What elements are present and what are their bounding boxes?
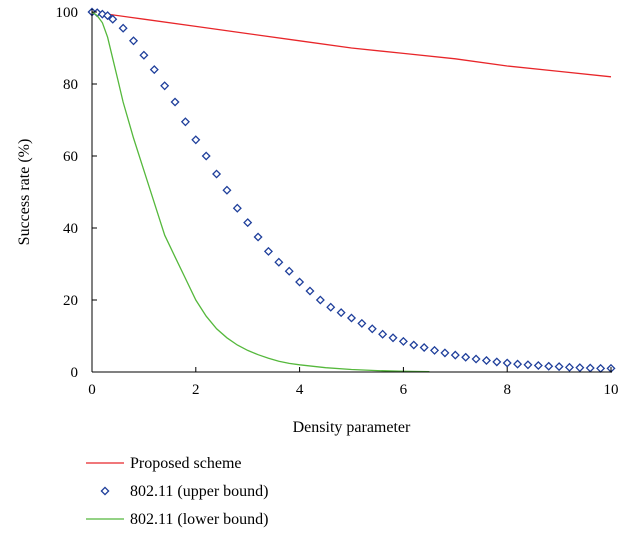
- x-ticks: 0 2 4 6 8 10: [88, 367, 619, 398]
- series-line-802-11-lower-bound: [91, 11, 430, 373]
- data-point: [502, 358, 512, 368]
- y-tick-label: 0: [71, 365, 79, 381]
- x-tick-label: 8: [503, 382, 511, 398]
- data-point: [212, 169, 222, 179]
- x-tick-label: 2: [192, 382, 200, 398]
- data-point: [533, 361, 543, 371]
- data-point: [367, 324, 377, 334]
- data-point: [232, 203, 242, 213]
- data-point: [201, 151, 211, 161]
- data-point: [357, 318, 367, 328]
- plot-area: [87, 7, 616, 373]
- data-point: [554, 362, 564, 372]
- data-point: [305, 286, 315, 296]
- y-tick-label: 100: [56, 5, 79, 21]
- x-tick-label: 10: [604, 382, 619, 398]
- data-point: [523, 360, 533, 370]
- data-point: [378, 329, 388, 339]
- data-point: [419, 343, 429, 353]
- data-point: [430, 345, 440, 355]
- data-point: [336, 308, 346, 318]
- data-point: [222, 185, 232, 195]
- legend-label: Proposed scheme: [130, 455, 242, 472]
- data-point: [108, 14, 118, 24]
- data-point: [191, 135, 201, 145]
- x-tick-label: 0: [88, 382, 96, 398]
- data-point: [471, 354, 481, 364]
- data-point: [575, 363, 585, 373]
- legend-swatch: [100, 486, 110, 496]
- y-tick-label: 20: [63, 293, 78, 309]
- legend-item-802-11-upper-bound: 802.11 (upper bound): [100, 483, 269, 500]
- data-point: [295, 277, 305, 287]
- y-axis-label: Success rate (%): [16, 139, 33, 246]
- x-tick-label: 4: [296, 382, 304, 398]
- y-tick-label: 60: [63, 149, 78, 165]
- data-point: [263, 246, 273, 256]
- x-axis-label: Density parameter: [293, 419, 411, 436]
- data-point: [481, 355, 491, 365]
- legend-item-802-11-lower-bound: 802.11 (lower bound): [86, 511, 269, 528]
- y-tick-label: 40: [63, 221, 78, 237]
- data-point: [149, 65, 159, 75]
- data-point: [492, 357, 502, 367]
- data-point: [103, 11, 113, 21]
- data-point: [564, 362, 574, 372]
- data-point: [450, 350, 460, 360]
- y-ticks: 0 20 40 60 80 100: [56, 5, 97, 381]
- legend-label: 802.11 (lower bound): [130, 511, 269, 528]
- data-point: [326, 302, 336, 312]
- x-tick-label: 6: [400, 382, 408, 398]
- data-point: [315, 295, 325, 305]
- series-markers-802-11-upper-bound: [87, 7, 616, 373]
- data-point: [160, 81, 170, 91]
- data-point: [170, 97, 180, 107]
- axes: [91, 9, 612, 373]
- data-point: [346, 313, 357, 323]
- data-point: [585, 363, 595, 373]
- y-tick-label: 80: [63, 77, 78, 93]
- legend: Proposed scheme 802.11 (upper bound) 802.1…: [86, 455, 269, 528]
- data-point: [461, 352, 471, 362]
- data-point: [398, 336, 408, 346]
- legend-label: 802.11 (upper bound): [130, 483, 269, 500]
- data-point: [243, 218, 253, 228]
- data-point: [253, 232, 263, 242]
- series-line-proposed-scheme: [91, 11, 612, 78]
- data-point: [284, 266, 294, 276]
- data-point: [180, 117, 190, 127]
- data-point: [409, 340, 419, 350]
- data-point: [388, 333, 398, 343]
- data-point: [513, 359, 523, 369]
- data-point: [274, 257, 284, 267]
- data-point: [129, 36, 139, 46]
- data-point: [544, 361, 554, 371]
- data-point: [596, 363, 606, 373]
- data-point: [440, 348, 450, 358]
- data-point: [139, 50, 149, 60]
- data-point: [118, 23, 128, 33]
- legend-item-proposed-scheme: Proposed scheme: [86, 455, 242, 472]
